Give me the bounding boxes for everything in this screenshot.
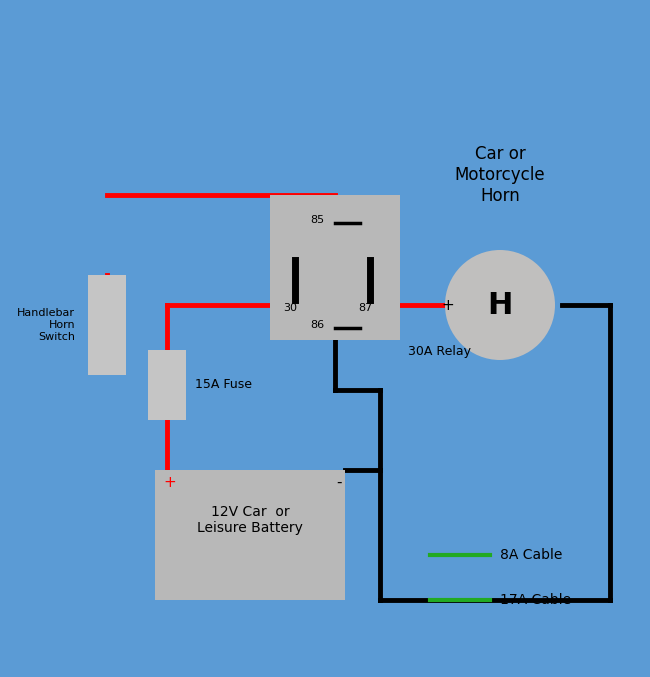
Text: +: + [163,475,176,490]
Circle shape [445,250,555,360]
Text: 17A Cable: 17A Cable [500,593,571,607]
Text: 85: 85 [310,215,324,225]
Bar [270,195,400,340]
Bar [148,350,186,420]
Text: 30A Relay: 30A Relay [408,345,471,358]
Text: 8A Cable: 8A Cable [500,548,562,562]
Text: -: - [336,475,341,490]
Text: 15A Fuse: 15A Fuse [195,378,252,391]
Text: 12V Car  or
Leisure Battery: 12V Car or Leisure Battery [197,505,303,535]
Text: +: + [441,297,454,313]
Bar [155,470,345,600]
Text: -: - [559,297,565,313]
Text: 86: 86 [310,320,324,330]
Text: 30: 30 [283,303,297,313]
Text: Car or
Motorcycle
Horn: Car or Motorcycle Horn [455,145,545,204]
Text: H: H [488,290,513,320]
Bar [88,275,126,375]
Text: 87: 87 [358,303,372,313]
Text: Handlebar
Horn
Switch: Handlebar Horn Switch [17,309,75,342]
